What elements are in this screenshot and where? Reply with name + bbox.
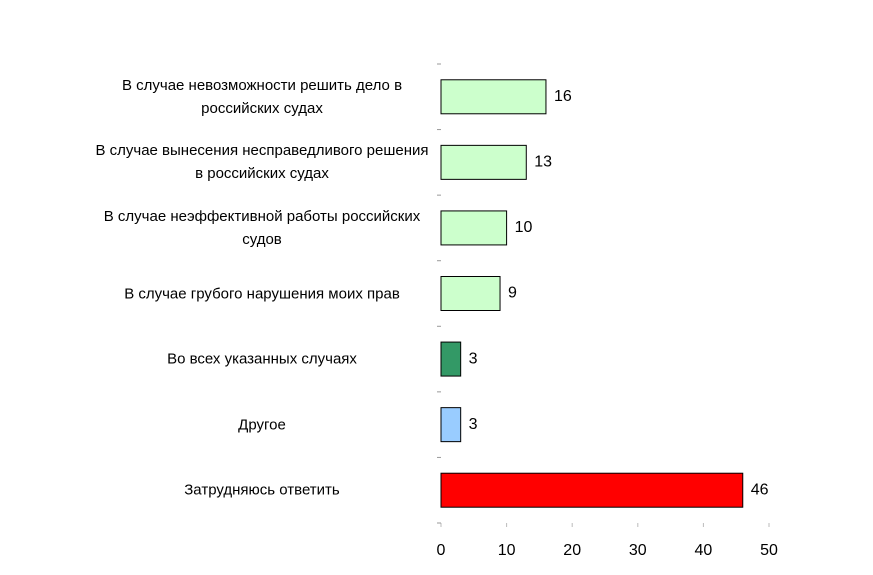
x-tick-label: 20 — [563, 542, 581, 559]
category-label: Затрудняюсь ответить — [184, 481, 340, 499]
bar — [440, 210, 508, 246]
value-label: 46 — [751, 481, 769, 498]
value-label: 10 — [515, 219, 533, 236]
value-label: 13 — [534, 154, 552, 171]
x-tick-label: 30 — [629, 542, 647, 559]
bar — [440, 407, 462, 443]
bar — [440, 79, 547, 115]
value-label: 9 — [508, 285, 517, 302]
value-label: 3 — [469, 416, 478, 433]
x-tick-label: 0 — [437, 542, 446, 559]
category-label: В случае невозможности решить дело в рос… — [121, 76, 403, 117]
x-tick-label: 10 — [498, 542, 516, 559]
bar — [440, 144, 527, 180]
category-label: В случае вынесения несправедливого решен… — [95, 142, 429, 183]
category-label: В случае неэффективной работы российских… — [103, 207, 421, 248]
x-tick-label: 50 — [760, 542, 778, 559]
bar — [440, 276, 501, 311]
bar — [440, 341, 462, 377]
category-label: В случае грубого нарушения моих прав — [124, 285, 400, 302]
category-label: Во всех указанных случаях — [167, 350, 357, 368]
bar — [440, 472, 744, 508]
x-tick-label: 40 — [695, 542, 713, 559]
value-label: 16 — [554, 88, 572, 105]
value-label: 3 — [469, 350, 478, 367]
category-label: Другое — [238, 416, 286, 434]
